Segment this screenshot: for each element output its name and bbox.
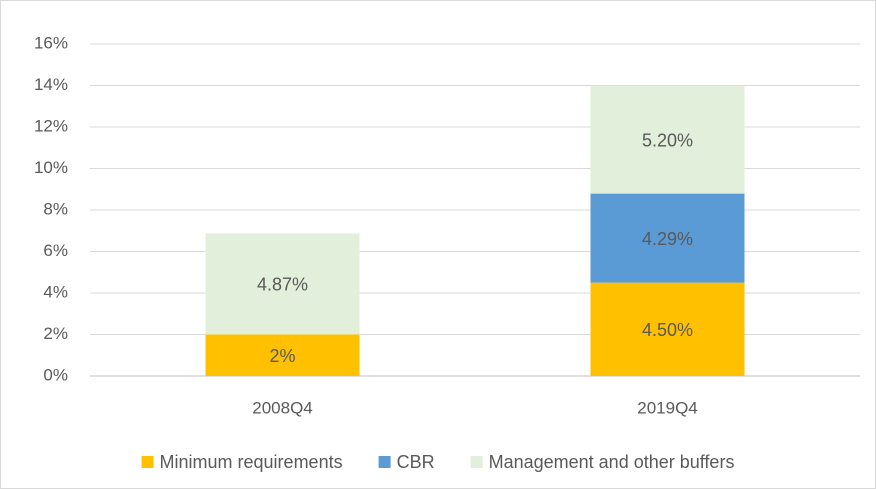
legend-label: Management and other buffers — [489, 452, 735, 472]
y-tick-label: 14% — [34, 75, 68, 94]
value-label: 5.20% — [642, 130, 693, 150]
y-tick-label: 6% — [43, 241, 68, 260]
bar-segment — [205, 334, 360, 376]
bar-segment — [590, 282, 745, 376]
value-label: 4.29% — [642, 229, 693, 249]
y-tick-label: 16% — [34, 33, 68, 52]
legend-swatch — [141, 456, 154, 468]
bar-segment — [205, 233, 360, 335]
y-tick-label: 4% — [43, 282, 68, 301]
x-tick-label: 2008Q4 — [252, 398, 313, 417]
legend-label: CBR — [397, 452, 435, 472]
bar-segment — [590, 85, 745, 194]
value-label: 2% — [269, 346, 295, 366]
value-label: 4.87% — [257, 275, 308, 295]
legend-swatch — [470, 456, 483, 468]
y-tick-label: 8% — [43, 199, 68, 218]
y-tick-label: 10% — [34, 158, 68, 177]
bar-segment — [590, 193, 745, 283]
y-tick-label: 0% — [43, 365, 68, 384]
legend-swatch — [378, 456, 391, 468]
legend-label: Minimum requirements — [160, 452, 343, 472]
y-tick-label: 12% — [34, 116, 68, 135]
value-label: 4.50% — [642, 320, 693, 340]
x-tick-label: 2019Q4 — [637, 398, 698, 417]
y-tick-label: 2% — [43, 324, 68, 343]
